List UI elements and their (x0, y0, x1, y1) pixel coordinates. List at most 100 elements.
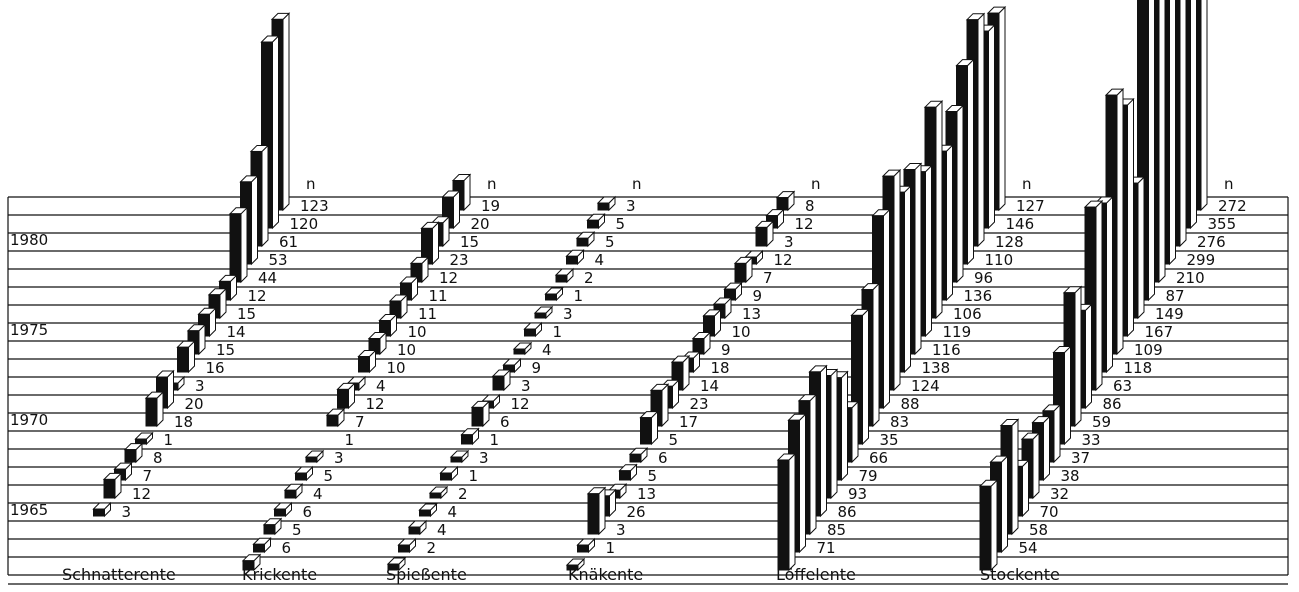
bar (439, 465, 459, 482)
bar-side (862, 308, 869, 446)
value-label: 4 (595, 251, 605, 269)
value-label: 18 (711, 359, 730, 377)
value-label: 12 (132, 485, 151, 503)
bar (733, 256, 754, 284)
bar-side (1053, 403, 1061, 464)
bar-front (253, 543, 265, 553)
value-label: 109 (1134, 341, 1163, 359)
series-2 (241, 173, 472, 572)
bar (260, 34, 280, 230)
bar (407, 519, 428, 536)
bar-front (577, 544, 589, 553)
bar (618, 463, 638, 482)
value-label: 44 (258, 269, 277, 287)
labels-series-6: 2723552762992108714916710911863865933373… (1019, 175, 1247, 557)
bar (850, 308, 870, 446)
bar-side (251, 174, 258, 266)
bar-front (979, 485, 992, 571)
value-label: 4 (542, 341, 552, 359)
bar-front (545, 293, 557, 301)
value-label: 12 (439, 269, 458, 287)
bar-side (914, 162, 922, 356)
n-header: n (306, 175, 316, 193)
bar-side (935, 99, 943, 320)
value-label: 7 (763, 269, 773, 287)
bar (978, 479, 999, 572)
value-label: 3 (784, 233, 794, 251)
value-label: 32 (1050, 485, 1069, 503)
value-label: 87 (1166, 287, 1185, 305)
n-header: n (487, 175, 497, 193)
bar-front (326, 414, 339, 427)
bar-side (851, 400, 859, 464)
species-label: Spießente (386, 565, 467, 584)
species-label: Knäkente (568, 565, 643, 584)
value-label: 11 (429, 287, 448, 305)
value-label: 6 (658, 449, 668, 467)
bar (386, 556, 407, 572)
value-label: 6 (282, 539, 292, 557)
bar (502, 357, 522, 374)
year-label: 1975 (10, 321, 48, 339)
bar-front (242, 560, 255, 571)
value-label: 37 (1071, 449, 1090, 467)
bar-front (177, 346, 189, 373)
year-label: 1970 (10, 411, 48, 429)
bar-side (1032, 431, 1040, 500)
value-label: 5 (616, 215, 626, 233)
bar-front (566, 255, 578, 265)
bar (378, 313, 398, 338)
value-label: 10 (408, 323, 427, 341)
bar (92, 501, 112, 518)
bar-side (1179, 0, 1187, 248)
bar (776, 452, 797, 572)
value-label: 17 (679, 413, 698, 431)
value-label: 4 (313, 485, 323, 503)
value-label: 12 (366, 395, 385, 413)
bar-side (956, 104, 964, 284)
value-label: 14 (227, 323, 246, 341)
value-label: 110 (985, 251, 1014, 269)
value-label: 71 (817, 539, 836, 557)
value-label: 23 (450, 251, 469, 269)
value-label: 9 (753, 287, 763, 305)
bar (565, 557, 586, 572)
value-label: 23 (690, 395, 709, 413)
bar-front (358, 356, 370, 373)
bar (575, 231, 596, 248)
bar-front (124, 449, 137, 463)
series-4 (565, 190, 796, 572)
bar-side (967, 58, 974, 266)
value-label: 86 (1103, 395, 1122, 413)
bar (228, 206, 249, 284)
value-label: 149 (1155, 305, 1184, 323)
value-label: 12 (511, 395, 530, 413)
value-label: 79 (859, 467, 878, 485)
bar-front (777, 459, 790, 571)
bar (294, 465, 314, 482)
bar-front (429, 492, 442, 499)
bar (691, 331, 712, 356)
species-label: Krickente (242, 565, 317, 584)
bar-front (576, 237, 589, 247)
value-label: 19 (481, 197, 500, 215)
bar (144, 390, 165, 428)
bar (460, 427, 480, 446)
bar (241, 553, 262, 572)
bar (754, 220, 775, 248)
bar-side (977, 12, 985, 248)
value-label: 5 (605, 233, 615, 251)
bar-side (1064, 345, 1071, 446)
value-label: 54 (1019, 539, 1038, 557)
value-label: 86 (838, 503, 857, 521)
value-label: 10 (732, 323, 751, 341)
value-label: 59 (1092, 413, 1111, 431)
bar-side (925, 164, 932, 338)
value-label: 10 (397, 341, 416, 359)
value-labels: 123120615344121514151632018187123n192015… (122, 175, 1247, 557)
value-label: 299 (1187, 251, 1216, 269)
